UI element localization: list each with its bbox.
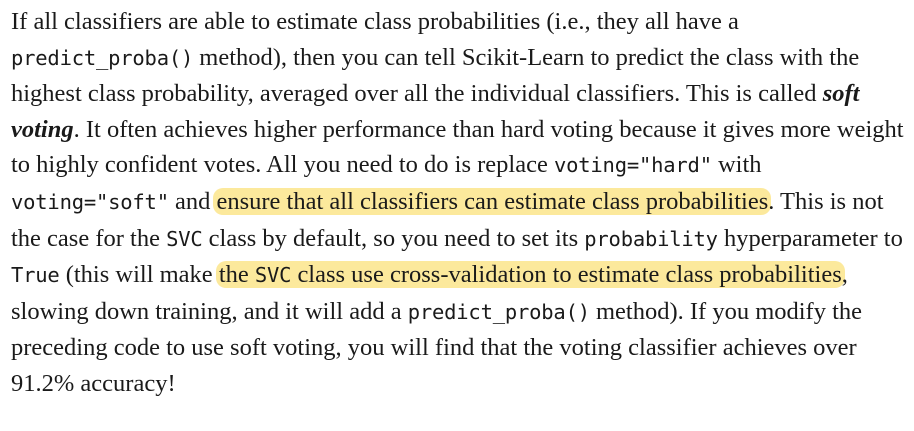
code-voting-hard: voting="hard" bbox=[553, 153, 712, 178]
text-segment: . It often achieves higher performance t… bbox=[11, 115, 904, 179]
text-segment: If all classifiers are able to estimate … bbox=[11, 8, 739, 35]
text-segment: with bbox=[711, 151, 762, 179]
text-segment: , slowing down training, and it will add… bbox=[11, 261, 848, 325]
highlight-text: the bbox=[218, 261, 255, 289]
text-segment: class by default, so you need to set its bbox=[202, 224, 585, 252]
text-segment: hyperparameter to bbox=[717, 224, 903, 252]
highlight-text: class use cross-validation to estimate c… bbox=[291, 261, 842, 289]
text-segment: method). If you modify the preceding cod… bbox=[11, 297, 863, 397]
code-svc-highlighted: SVC bbox=[254, 263, 292, 288]
text-segment: . This is not the case for the bbox=[11, 187, 884, 252]
code-true: True bbox=[11, 263, 60, 288]
soft-voting-paragraph: If all classifiers are able to estimate … bbox=[11, 4, 906, 402]
highlight-ensure-classifiers: ensure that all classifiers can estimate… bbox=[213, 187, 772, 215]
code-probability: probability bbox=[584, 226, 718, 251]
code-voting-soft: voting="soft" bbox=[11, 189, 169, 214]
text-segment: (this will make bbox=[59, 261, 219, 289]
text-segment: and bbox=[168, 187, 217, 215]
emphasis-soft-voting: soft voting bbox=[11, 80, 860, 143]
code-svc: SVC bbox=[166, 226, 203, 251]
code-predict-proba: predict_proba() bbox=[11, 45, 194, 70]
code-predict-proba-2: predict_proba() bbox=[407, 299, 590, 324]
text-segment: method), then you can tell Scikit-Learn … bbox=[11, 43, 860, 108]
highlight-svc-cross-validation: the SVC class use cross-validation to es… bbox=[215, 261, 845, 289]
